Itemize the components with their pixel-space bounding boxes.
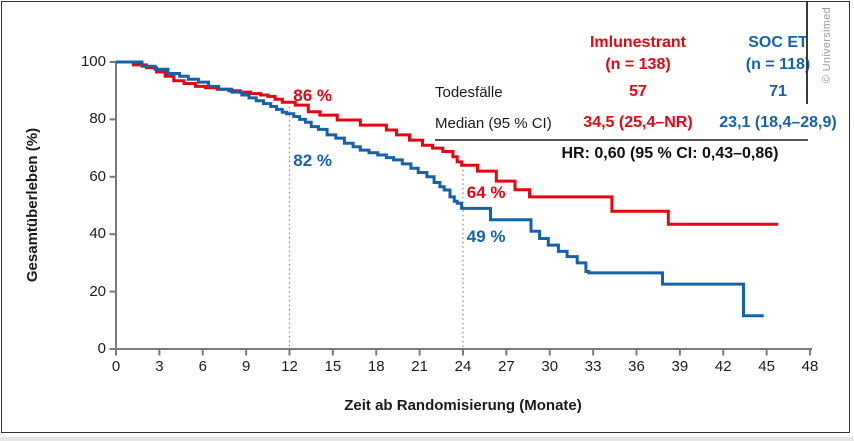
x-tick-label: 45 — [758, 358, 775, 375]
km-curve-imlunestrant — [116, 60, 779, 226]
stats-deaths-soc-et: 71 — [769, 83, 787, 100]
x-tick-label: 21 — [411, 358, 428, 375]
x-tick-label: 3 — [155, 358, 164, 375]
curve-annotation: 64 % — [466, 182, 506, 202]
x-tick-label: 18 — [367, 358, 385, 375]
x-tick-label: 33 — [584, 358, 602, 375]
x-tick-label: 6 — [198, 358, 207, 375]
y-tick-label: 80 — [89, 110, 106, 128]
stats-table-divider — [435, 139, 808, 141]
x-tick-label: 24 — [454, 358, 472, 375]
stats-median-imlunestrant: 34,5 (25,4–NR) — [583, 114, 693, 131]
hazard-ratio-text: HR: 0,60 (95 % CI: 0,43–0,86) — [561, 145, 779, 162]
stats-header-soc-et: SOC ET — [748, 34, 808, 51]
x-tick-label: 0 — [111, 358, 121, 375]
stats-n-soc-et: (n = 118) — [745, 56, 811, 73]
stats-deaths-imlunestrant: 57 — [629, 83, 647, 100]
x-tick-label: 30 — [541, 358, 559, 375]
x-tick-label: 36 — [628, 358, 645, 375]
copyright-divider — [806, 2, 808, 104]
copyright-text: © Universimed — [821, 6, 833, 84]
y-tick-label: 0 — [97, 340, 106, 357]
x-tick-label: 9 — [241, 358, 251, 375]
x-axis-title: Zeit ab Randomisierung (Monate) — [344, 397, 582, 414]
stats-n-imlunestrant: (n = 138) — [605, 56, 671, 73]
y-axis-title: Gesamtüberleben (%) — [24, 127, 41, 283]
y-tick-label: 60 — [89, 167, 106, 185]
x-tick-label: 12 — [281, 358, 298, 375]
x-tick-label: 39 — [671, 358, 689, 375]
stats-median-soc-et: 23,1 (18,4–28,9) — [719, 114, 837, 131]
y-tick-label: 40 — [89, 225, 106, 243]
stats-row-label-median: Median (95 % CI) — [435, 114, 552, 132]
y-tick-label: 100 — [80, 53, 106, 70]
stats-header-imlunestrant: Imlunestrant — [589, 34, 686, 51]
stats-row-label-deaths: Todesfälle — [435, 83, 503, 101]
x-tick-label: 15 — [324, 358, 342, 375]
bottom-strip — [0, 437, 854, 441]
curve-annotation: 49 % — [466, 227, 506, 247]
curve-annotation: 82 % — [293, 151, 332, 170]
x-tick-label: 42 — [714, 358, 732, 375]
curve-annotation: 86 % — [293, 86, 332, 106]
y-tick-label: 20 — [89, 282, 106, 300]
x-tick-label: 48 — [801, 358, 819, 375]
km-curve-soc-et — [116, 60, 764, 318]
stats-table: Imlunestrant SOC ET (n = 138) (n = 118) … — [435, 32, 837, 138]
x-tick-label: 27 — [498, 358, 515, 375]
